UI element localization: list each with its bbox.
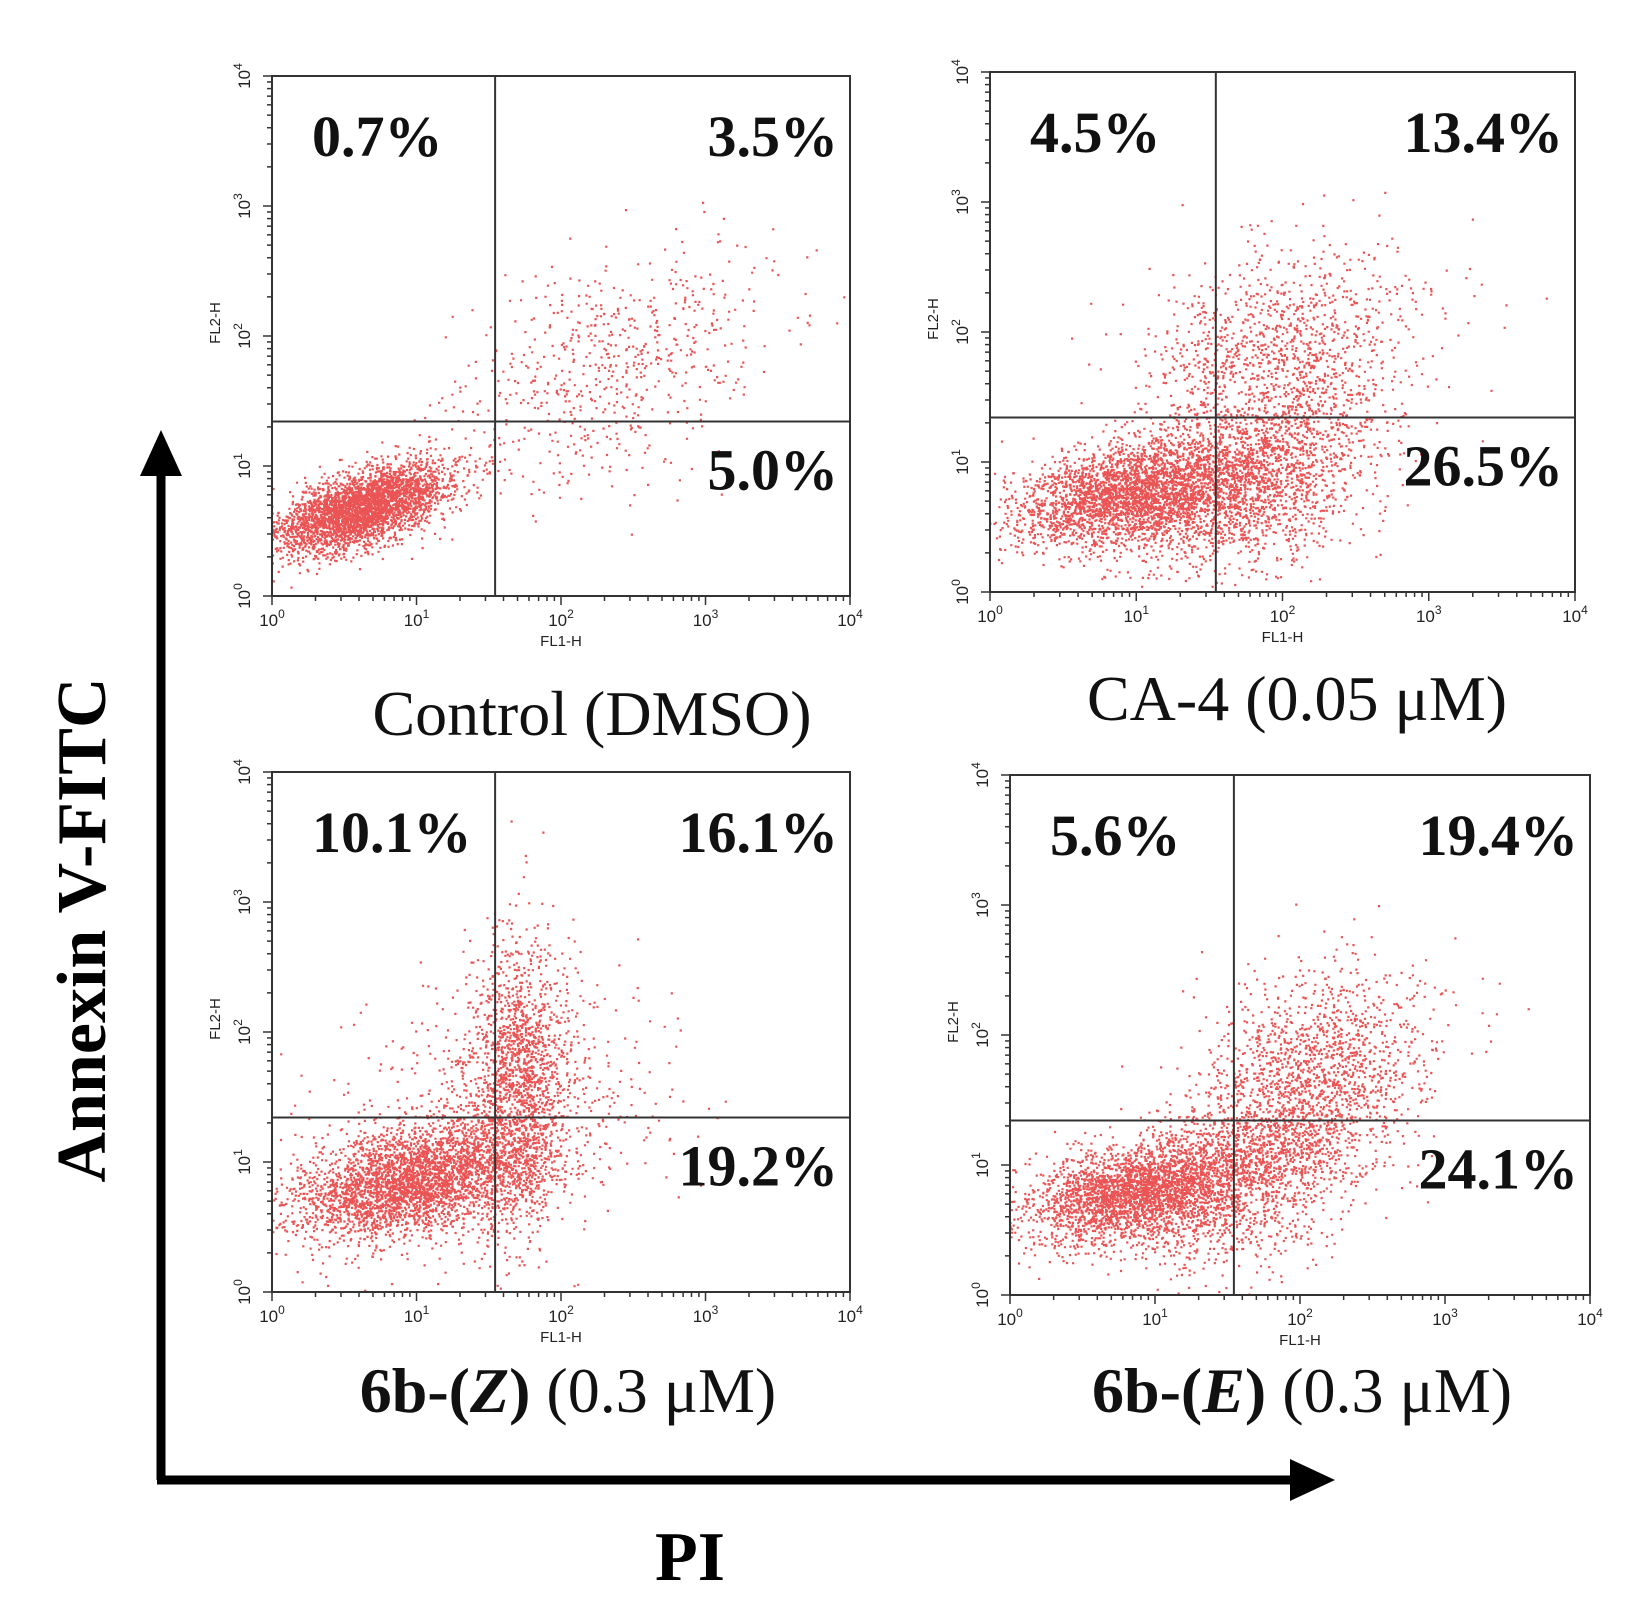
y-axis-arrowhead (140, 430, 182, 476)
scatter-dots (272, 820, 727, 1292)
y-tick-label: 100 (949, 579, 972, 605)
y-tick-label: 104 (969, 762, 992, 788)
quadrant-lower-right-percent: 26.5% (1404, 433, 1564, 498)
panel-caption: CA-4 (0.05 μM) (1087, 663, 1507, 734)
panel-caption: 6b-(E) (0.3 μM) (1092, 1355, 1512, 1426)
y-tick-label: 103 (969, 892, 992, 918)
x-tick-label: 103 (693, 607, 719, 630)
y-axis-title: FL2-H (207, 302, 224, 344)
y-tick-label: 104 (231, 759, 254, 785)
scatter-dots (272, 201, 846, 589)
quadrant-upper-right-percent: 3.5% (708, 104, 839, 169)
quadrant-upper-right-percent: 16.1% (679, 800, 839, 865)
panel-bottom-right: 100 101 102 103 104 100 101 102 103 104 FL1-H FL2-H… (945, 762, 1603, 1426)
x-tick-label: 100 (977, 603, 1003, 626)
y-tick-label: 104 (949, 59, 972, 85)
scatter-points (990, 191, 1548, 588)
y-tick-label: 102 (231, 323, 254, 349)
panel-top-left: 100 101 102 103 104 100 101 102 103 104 FL1-H FL2-H… (207, 63, 863, 749)
y-tick-label: 104 (231, 63, 254, 89)
x-tick-label: 104 (837, 607, 863, 630)
quadrant-lower-right-percent: 19.2% (679, 1133, 839, 1198)
x-tick-label: 102 (1287, 1306, 1313, 1329)
y-tick-label: 101 (231, 453, 254, 479)
y-tick-label: 100 (969, 1282, 992, 1308)
panels: 100 101 102 103 104 100 101 102 103 104 FL1-H FL2-H… (207, 59, 1603, 1426)
x-axis-title: FL1-H (540, 633, 582, 650)
quadrant-lower-right-percent: 24.1% (1419, 1136, 1579, 1201)
y-tick-label: 103 (949, 189, 972, 215)
panel-top-right: 100 101 102 103 104 100 101 102 103 104 FL1-H FL2-H… (925, 59, 1588, 734)
x-tick-label: 100 (259, 607, 285, 630)
y-tick-label: 102 (949, 319, 972, 345)
x-tick-label: 103 (693, 1303, 719, 1326)
y-tick-label: 100 (231, 583, 254, 609)
x-tick-label: 102 (548, 1303, 574, 1326)
quadrant-upper-right-percent: 13.4% (1404, 100, 1564, 165)
scatter-dots (1010, 903, 1530, 1295)
x-tick-label: 104 (837, 1303, 863, 1326)
x-tick-label: 101 (404, 607, 430, 630)
y-tick-label: 101 (969, 1152, 992, 1178)
y-tick-label: 101 (949, 449, 972, 475)
y-tick-label: 103 (231, 193, 254, 219)
quadrant-upper-left-percent: 4.5% (1030, 100, 1161, 165)
x-axis-title: FL1-H (1279, 1332, 1321, 1349)
quadrant-upper-left-percent: 10.1% (312, 800, 472, 865)
panel-caption: Control (DMSO) (372, 678, 811, 749)
y-tick-label: 101 (231, 1149, 254, 1175)
y-axis-title: FL2-H (945, 1001, 962, 1043)
quadrant-upper-left-percent: 0.7% (312, 104, 443, 169)
quadrant-lower-right-percent: 5.0% (708, 437, 839, 502)
panel-caption: 6b-(Z) (0.3 μM) (360, 1355, 776, 1426)
y-axis-label: Annexin V-FITC (44, 677, 121, 1182)
x-tick-label: 100 (997, 1306, 1023, 1329)
x-tick-label: 104 (1577, 1306, 1603, 1329)
y-tick-label: 100 (231, 1279, 254, 1305)
x-tick-label: 102 (548, 607, 574, 630)
y-tick-label: 102 (969, 1022, 992, 1048)
quadrant-upper-right-percent: 19.4% (1419, 803, 1579, 868)
x-tick-label: 102 (1270, 603, 1296, 626)
scatter-points (1010, 903, 1530, 1295)
y-axis-title: FL2-H (207, 998, 224, 1040)
scatter-points (272, 820, 727, 1292)
quadrant-upper-left-percent: 5.6% (1050, 803, 1181, 868)
x-tick-label: 103 (1432, 1306, 1458, 1329)
x-axis-title: FL1-H (1262, 629, 1304, 646)
scatter-points (272, 201, 846, 589)
x-tick-label: 101 (404, 1303, 430, 1326)
y-tick-label: 103 (231, 889, 254, 915)
x-tick-label: 101 (1142, 1306, 1168, 1329)
panel-bottom-left: 100 101 102 103 104 100 101 102 103 104 FL1-H FL2-H… (207, 759, 863, 1426)
x-tick-label: 101 (1123, 603, 1149, 626)
x-tick-label: 104 (1562, 603, 1588, 626)
y-axis-title: FL2-H (925, 298, 942, 340)
x-tick-label: 100 (259, 1303, 285, 1326)
scatter-dots (990, 191, 1548, 588)
x-axis-label: PI (655, 1519, 725, 1596)
x-axis-arrowhead (1290, 1459, 1335, 1501)
big-axes: Annexin V-FITC PI (44, 430, 1335, 1596)
x-tick-label: 103 (1416, 603, 1442, 626)
y-tick-label: 102 (231, 1019, 254, 1045)
x-axis-title: FL1-H (540, 1329, 582, 1346)
